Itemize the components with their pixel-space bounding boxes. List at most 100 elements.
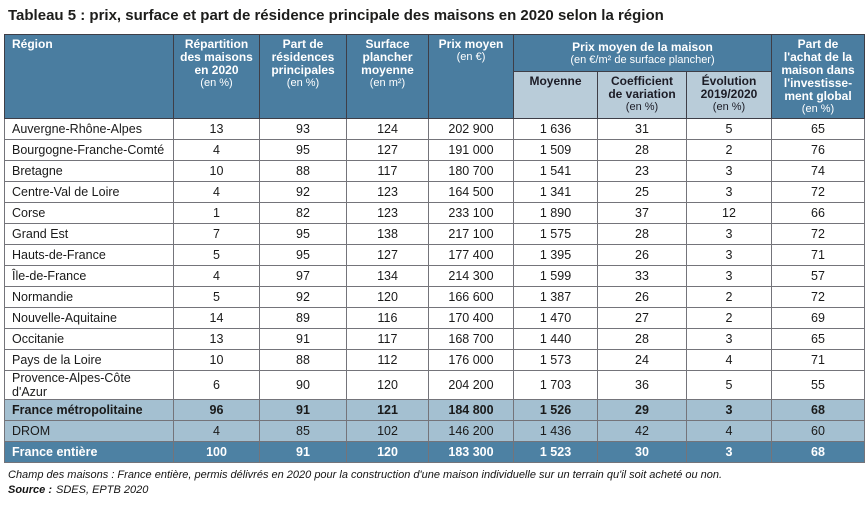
- table-row: Nouvelle-Aquitaine 14 89 116 170 400 1 470 27 2…: [4, 307, 865, 329]
- region-cell: Auvergne-Rhône-Alpes: [4, 118, 174, 140]
- value-cell: 28: [597, 139, 687, 161]
- value-cell: 3: [686, 328, 772, 350]
- value-cell: 93: [259, 118, 347, 140]
- value-cell: 71: [771, 349, 865, 371]
- value-cell: 5: [686, 370, 772, 400]
- value-cell: 26: [597, 286, 687, 308]
- value-cell: 92: [259, 181, 347, 203]
- value-cell: 4: [173, 139, 260, 161]
- value-cell: 42: [597, 420, 687, 442]
- value-cell: 96: [173, 399, 260, 421]
- data-table: Région Répartition des maisons en 2020 (…: [4, 34, 865, 463]
- value-cell: 91: [259, 441, 347, 463]
- value-cell: 88: [259, 160, 347, 182]
- value-cell: 168 700: [428, 328, 514, 350]
- table-row: Île-de-France 4 97 134 214 300 1 599 33 3 57: [4, 265, 865, 287]
- value-cell: 1 436: [513, 420, 598, 442]
- value-cell: 10: [173, 349, 260, 371]
- value-cell: 183 300: [428, 441, 514, 463]
- table-row: France métropolitaine 96 91 121 184 800 1 526…: [4, 399, 865, 421]
- table-body: Auvergne-Rhône-Alpes 13 93 124 202 900 1 636 3…: [4, 118, 865, 463]
- header-repartition: Répartition des maisons en 2020 (en %): [173, 34, 260, 119]
- value-cell: 1 573: [513, 349, 598, 371]
- region-cell: Provence-Alpes-Côte d'Azur: [4, 370, 174, 400]
- value-cell: 97: [259, 265, 347, 287]
- value-cell: 37: [597, 202, 687, 224]
- value-cell: 124: [346, 118, 429, 140]
- source-note: Source : SDES, EPTB 2020: [8, 483, 864, 498]
- value-cell: 33: [597, 265, 687, 287]
- table-row: Grand Est 7 95 138 217 100 1 575 28 3 72: [4, 223, 865, 245]
- value-cell: 30: [597, 441, 687, 463]
- value-cell: 5: [173, 286, 260, 308]
- table-row: Provence-Alpes-Côte d'Azur 6 90 120 204 200 1…: [4, 370, 865, 400]
- value-cell: 31: [597, 118, 687, 140]
- value-cell: 180 700: [428, 160, 514, 182]
- value-cell: 13: [173, 118, 260, 140]
- value-cell: 90: [259, 370, 347, 400]
- value-cell: 5: [173, 244, 260, 266]
- value-cell: 123: [346, 202, 429, 224]
- value-cell: 1 509: [513, 139, 598, 161]
- value-cell: 1 395: [513, 244, 598, 266]
- value-cell: 1 636: [513, 118, 598, 140]
- value-cell: 29: [597, 399, 687, 421]
- value-cell: 92: [259, 286, 347, 308]
- value-cell: 72: [771, 181, 865, 203]
- value-cell: 1 575: [513, 223, 598, 245]
- table-row: France entière 100 91 120 183 300 1 523 30 3 68: [4, 441, 865, 463]
- table-row: Bretagne 10 88 117 180 700 1 541 23 3 74: [4, 160, 865, 182]
- region-cell: Bretagne: [4, 160, 174, 182]
- region-cell: Centre-Val de Loire: [4, 181, 174, 203]
- value-cell: 120: [346, 441, 429, 463]
- value-cell: 1 526: [513, 399, 598, 421]
- value-cell: 65: [771, 328, 865, 350]
- region-cell: Île-de-France: [4, 265, 174, 287]
- value-cell: 120: [346, 370, 429, 400]
- value-cell: 166 600: [428, 286, 514, 308]
- table-header: Région Répartition des maisons en 2020 (…: [4, 34, 865, 119]
- value-cell: 27: [597, 307, 687, 329]
- value-cell: 1 890: [513, 202, 598, 224]
- region-cell: DROM: [4, 420, 174, 442]
- value-cell: 68: [771, 441, 865, 463]
- region-cell: Grand Est: [4, 223, 174, 245]
- value-cell: 134: [346, 265, 429, 287]
- value-cell: 112: [346, 349, 429, 371]
- header-row-sub: Moyenne Coefficient de variation (en %) …: [5, 71, 865, 119]
- value-cell: 184 800: [428, 399, 514, 421]
- value-cell: 1 387: [513, 286, 598, 308]
- header-part-achat: Part de l'achat de la maison dans l'inve…: [771, 34, 865, 119]
- value-cell: 191 000: [428, 139, 514, 161]
- value-cell: 233 100: [428, 202, 514, 224]
- value-cell: 24: [597, 349, 687, 371]
- value-cell: 100: [173, 441, 260, 463]
- value-cell: 117: [346, 160, 429, 182]
- value-cell: 3: [686, 441, 772, 463]
- table-row: Centre-Val de Loire 4 92 123 164 500 1 341 25 3…: [4, 181, 865, 203]
- value-cell: 214 300: [428, 265, 514, 287]
- region-cell: France métropolitaine: [4, 399, 174, 421]
- value-cell: 1: [173, 202, 260, 224]
- value-cell: 28: [597, 223, 687, 245]
- value-cell: 1 470: [513, 307, 598, 329]
- value-cell: 3: [686, 244, 772, 266]
- value-cell: 204 200: [428, 370, 514, 400]
- value-cell: 176 000: [428, 349, 514, 371]
- value-cell: 13: [173, 328, 260, 350]
- value-cell: 71: [771, 244, 865, 266]
- value-cell: 89: [259, 307, 347, 329]
- header-coefficient-variation: Coefficient de variation (en %): [597, 71, 687, 119]
- header-prix-moyen: Prix moyen (en €): [428, 34, 514, 119]
- value-cell: 3: [686, 265, 772, 287]
- region-cell: France entière: [4, 441, 174, 463]
- value-cell: 95: [259, 139, 347, 161]
- value-cell: 1 341: [513, 181, 598, 203]
- value-cell: 4: [173, 181, 260, 203]
- value-cell: 91: [259, 328, 347, 350]
- value-cell: 57: [771, 265, 865, 287]
- header-region: Région: [4, 34, 174, 119]
- value-cell: 26: [597, 244, 687, 266]
- region-cell: Pays de la Loire: [4, 349, 174, 371]
- value-cell: 66: [771, 202, 865, 224]
